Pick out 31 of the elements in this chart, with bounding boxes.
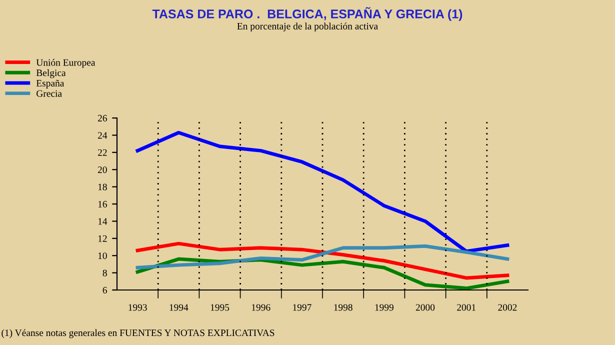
x-tick-label: 2001 — [457, 304, 476, 311]
x-tick-label: 1999 — [375, 304, 394, 311]
y-tick-label: 24 — [98, 132, 108, 139]
y-tick-label: 18 — [98, 184, 107, 190]
legend-label: Belgica — [36, 69, 66, 78]
x-tick-label: 1997 — [293, 304, 312, 311]
y-tick-label: 16 — [98, 200, 107, 208]
line-series — [136, 130, 510, 254]
y-tick-label: 10 — [98, 252, 107, 260]
x-tick-label: 1993 — [128, 304, 147, 311]
text: (1) Véanse notas generales en FUENTES Y NOTAS EXPLICATIVAS — [2, 329, 274, 338]
x-tick-label: 1994 — [170, 304, 188, 311]
x-tick-label: 2002 — [498, 304, 517, 311]
y-tick-label: 6 — [102, 286, 107, 294]
legend-label: Unión Europea — [36, 58, 96, 68]
chart-title: TASAS DE PARO . BELGICA, ESPAÑA Y GRECIA (1) — [152, 7, 462, 21]
legend-label: Grecia — [36, 90, 62, 97]
x-tick-label: 2000 — [416, 304, 435, 311]
line-series — [136, 242, 510, 280]
line-series — [136, 244, 510, 270]
y-tick-label: 12 — [98, 235, 107, 242]
y-tick-label: 8 — [102, 270, 107, 276]
y-tick-label: 20 — [98, 166, 107, 174]
y-tick-label: 14 — [98, 218, 108, 225]
x-tick-label: 1998 — [334, 304, 352, 311]
chart-subtitle: En porcentaje de la población activa — [237, 22, 378, 32]
x-tick-label: 1996 — [252, 304, 270, 311]
y-tick-label: 22 — [98, 149, 107, 156]
y-tick-label: 26 — [98, 114, 107, 122]
x-tick-label: 1995 — [210, 304, 230, 311]
legend-label: España — [36, 80, 64, 88]
